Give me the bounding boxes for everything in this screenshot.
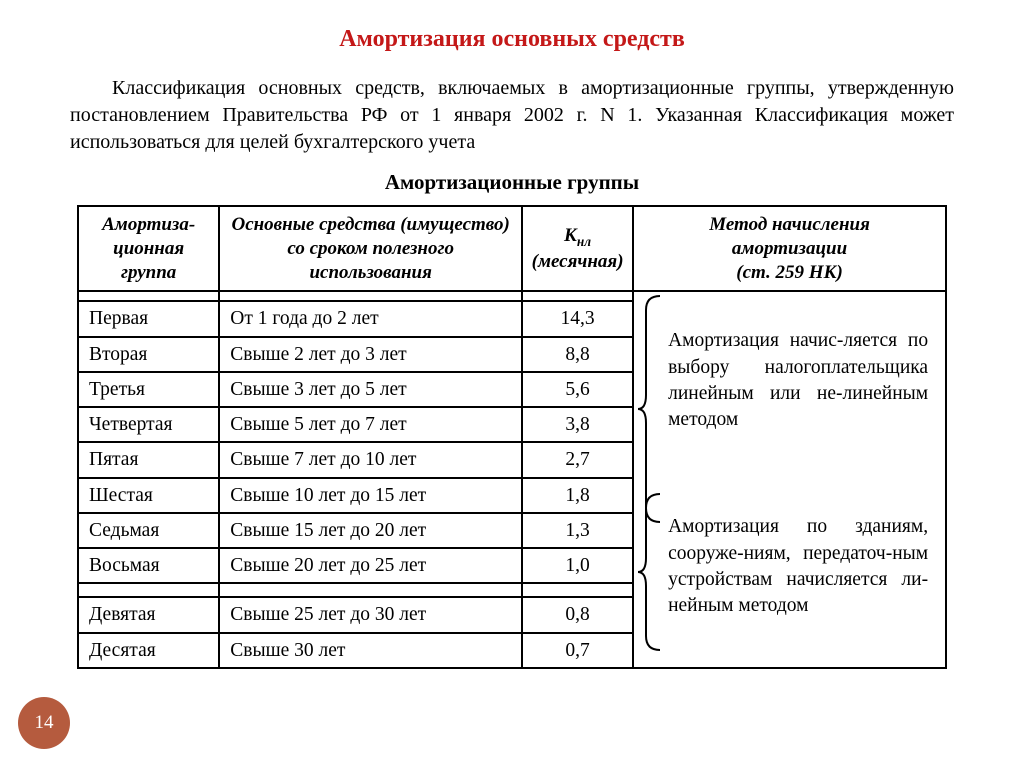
cell-group: Шестая [78, 478, 219, 513]
th-k-sub: нл [577, 233, 591, 248]
cell-asset: Свыше 7 лет до 10 лет [219, 442, 522, 477]
annotation-top: Амортизация начис-ляется по выбору налог… [668, 328, 928, 433]
cell-k: 0,8 [522, 597, 633, 632]
cell-asset: Свыше 20 лет до 25 лет [219, 548, 522, 583]
cell-k: 8,8 [522, 337, 633, 372]
th-k-note: (месячная) [532, 251, 624, 272]
cell-group: Четвертая [78, 407, 219, 442]
cell-k: 3,8 [522, 407, 633, 442]
page-number-badge: 14 [18, 697, 70, 749]
page-number: 14 [35, 712, 54, 734]
cell-method: Амортизация начис-ляется по выбору налог… [633, 291, 946, 668]
th-group: Амортиза- ционная группа [78, 206, 219, 291]
spacer-row: Амортизация начис-ляется по выбору налог… [78, 291, 946, 301]
cell-k: 1,8 [522, 478, 633, 513]
page-title: Амортизация основных средств [70, 26, 954, 53]
th-asset-text: Основные средства (имущество) со сроком … [231, 214, 509, 283]
th-k: Кнл (месячная) [522, 206, 633, 291]
cell-asset: От 1 года до 2 лет [219, 301, 522, 336]
cell-group: Первая [78, 301, 219, 336]
cell-asset: Свыше 25 лет до 30 лет [219, 597, 522, 632]
amortization-table: Амортиза- ционная группа Основные средст… [77, 205, 947, 669]
cell-k: 0,7 [522, 633, 633, 668]
cell-k: 1,0 [522, 548, 633, 583]
cell-asset: Свыше 2 лет до 3 лет [219, 337, 522, 372]
annotation-bottom: Амортизация по зданиям, сооруже-ниям, пе… [668, 514, 928, 619]
th-asset: Основные средства (имущество) со сроком … [219, 206, 522, 291]
cell-asset: Свыше 5 лет до 7 лет [219, 407, 522, 442]
cell-group: Третья [78, 372, 219, 407]
cell-k: 1,3 [522, 513, 633, 548]
cell-asset: Свыше 3 лет до 5 лет [219, 372, 522, 407]
table-subtitle: Амортизационные группы [70, 170, 954, 195]
cell-asset: Свыше 30 лет [219, 633, 522, 668]
th-method: Метод начисления амортизации (ст. 259 НК… [633, 206, 946, 291]
cell-group: Девятая [78, 597, 219, 632]
cell-asset: Свыше 10 лет до 15 лет [219, 478, 522, 513]
cell-k: 5,6 [522, 372, 633, 407]
cell-k: 2,7 [522, 442, 633, 477]
th-method-text: Метод начисления амортизации (ст. 259 НК… [709, 214, 870, 283]
brace-icon [636, 294, 666, 524]
cell-group: Седьмая [78, 513, 219, 548]
intro-paragraph: Классификация основных средств, включаем… [70, 75, 954, 156]
cell-group: Пятая [78, 442, 219, 477]
cell-group: Восьмая [78, 548, 219, 583]
th-group-text: Амортиза- ционная группа [102, 214, 195, 283]
cell-group: Десятая [78, 633, 219, 668]
cell-k: 14,3 [522, 301, 633, 336]
cell-group: Вторая [78, 337, 219, 372]
cell-asset: Свыше 15 лет до 20 лет [219, 513, 522, 548]
intro-text: Классификация основных средств, включаем… [70, 77, 954, 153]
brace-icon [636, 492, 666, 652]
th-k-label: К [564, 225, 577, 246]
